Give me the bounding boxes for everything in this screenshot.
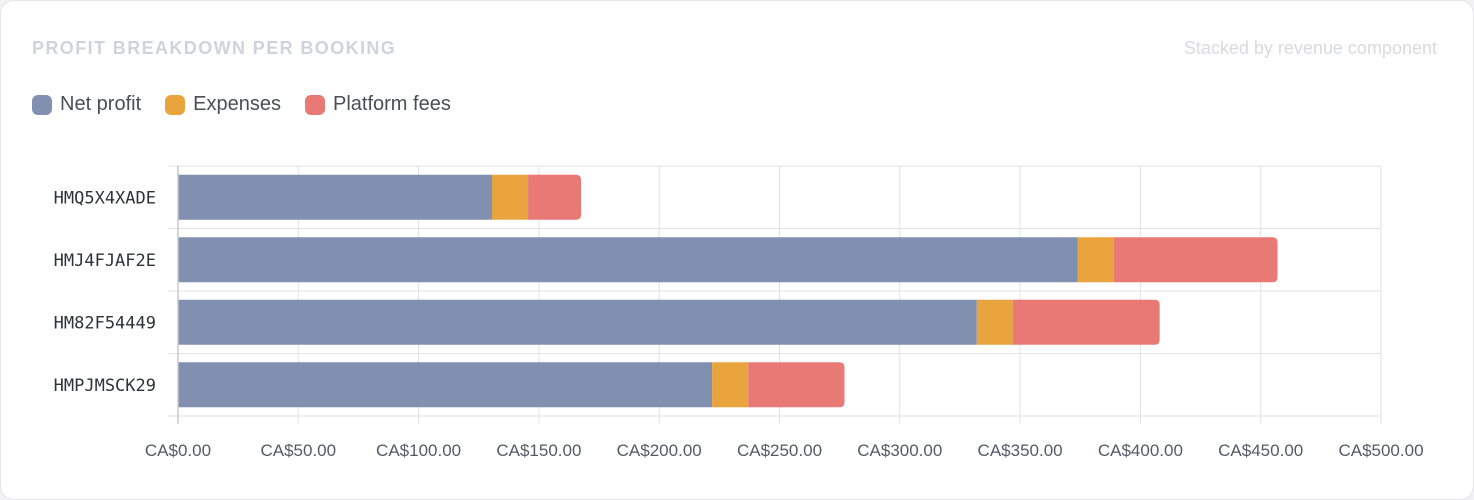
legend-item-platform-fees[interactable]: Platform fees (305, 93, 451, 116)
legend-label-expenses: Expenses (193, 93, 281, 115)
bar-segment-platform-fees[interactable] (748, 362, 845, 408)
y-tick-label: HM82F54449 (54, 313, 156, 333)
bar-segment-platform-fees[interactable] (528, 174, 582, 220)
x-tick-label: CA$100.00 (376, 441, 461, 460)
legend-label-platform-fees: Platform fees (333, 93, 451, 115)
bar-segment-net-profit[interactable] (178, 237, 1078, 283)
x-tick-label: CA$150.00 (496, 441, 581, 460)
x-tick-label: CA$300.00 (857, 441, 942, 460)
bar-segment-platform-fees[interactable] (1113, 237, 1278, 283)
bar-segment-expenses[interactable] (712, 362, 749, 408)
bar-segment-expenses[interactable] (976, 299, 1013, 345)
chart-bars (178, 174, 1278, 408)
legend-item-net-profit[interactable]: Net profit (32, 93, 141, 116)
y-tick-label: HMPJMSCK29 (54, 376, 156, 396)
x-tick-label: CA$50.00 (260, 441, 336, 460)
bar-segment-net-profit[interactable] (178, 174, 492, 220)
bar-segment-net-profit[interactable] (178, 362, 713, 408)
chart-labels: HMQ5X4XADE HMJ4FJAF2E HM82F54449 HMPJMSCK29… (54, 188, 1424, 460)
y-tick-label: HMJ4FJAF2E (54, 251, 156, 271)
bar-segment-platform-fees[interactable] (1012, 299, 1160, 345)
chart-subtitle: Stacked by revenue component (1183, 38, 1437, 58)
x-tick-label: CA$500.00 (1338, 441, 1423, 460)
legend-swatch-platform-fees (305, 94, 325, 115)
chart-grid (168, 165, 1382, 424)
chart-legend: Net profit Expenses Platform fees (32, 93, 451, 116)
legend-label-net-profit: Net profit (60, 93, 142, 115)
bar-segment-expenses[interactable] (491, 174, 529, 220)
x-tick-label: CA$250.00 (737, 441, 822, 460)
chart-title: PROFIT BREAKDOWN PER BOOKING (32, 38, 397, 58)
x-tick-label: CA$350.00 (978, 441, 1063, 460)
legend-swatch-net-profit (32, 94, 52, 115)
bar-segment-expenses[interactable] (1077, 237, 1114, 283)
bar-segment-net-profit[interactable] (178, 299, 977, 345)
y-tick-label: HMQ5X4XADE (54, 188, 156, 208)
x-tick-label: CA$200.00 (617, 441, 702, 460)
legend-item-expenses[interactable]: Expenses (165, 93, 281, 116)
x-tick-label: CA$400.00 (1098, 441, 1183, 460)
x-tick-label: CA$0.00 (145, 441, 211, 460)
legend-swatch-expenses (165, 94, 186, 115)
x-tick-label: CA$450.00 (1218, 441, 1303, 460)
